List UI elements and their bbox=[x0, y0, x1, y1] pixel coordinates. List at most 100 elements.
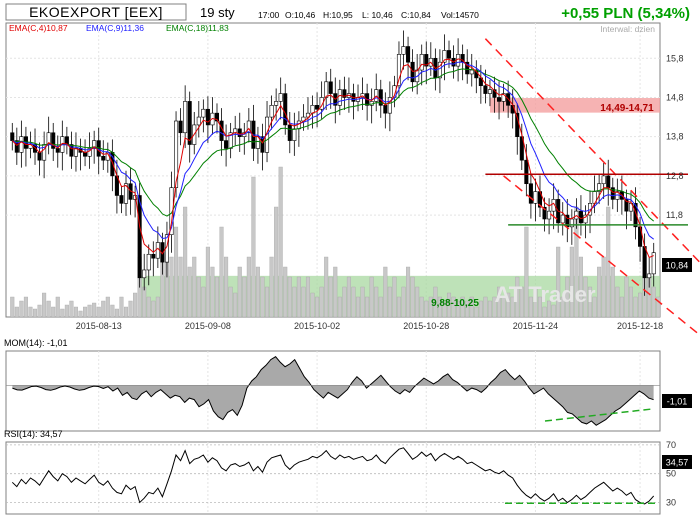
candle-body bbox=[578, 210, 583, 224]
candle-body bbox=[196, 116, 201, 126]
volume-bar bbox=[110, 304, 115, 317]
volume-bar bbox=[387, 286, 392, 317]
volume-bar bbox=[205, 246, 210, 317]
candle-body bbox=[337, 89, 342, 106]
volume-bar bbox=[401, 286, 406, 317]
rsi-tick-label: 70 bbox=[666, 440, 676, 450]
volume-bar bbox=[260, 276, 265, 317]
candle-body bbox=[465, 61, 470, 75]
mom-trend-line bbox=[544, 408, 653, 422]
candle-body bbox=[410, 61, 415, 83]
volume-bar bbox=[64, 304, 69, 317]
volume-bar bbox=[610, 266, 615, 317]
header-open: O:10,46 bbox=[285, 10, 316, 20]
volume-bar bbox=[269, 256, 274, 317]
rsi-value-badge bbox=[662, 455, 692, 469]
volume-bar bbox=[242, 276, 247, 317]
candle-body bbox=[283, 93, 288, 126]
ticker-box bbox=[5, 3, 187, 21]
volume-bar bbox=[542, 306, 547, 317]
candle-body bbox=[442, 50, 447, 63]
volume-bar bbox=[424, 300, 429, 317]
price-change: +0,55 PLN (5,34%) bbox=[561, 5, 690, 22]
price-panel bbox=[5, 22, 661, 318]
volume-bar bbox=[360, 286, 365, 317]
candle-body bbox=[183, 101, 188, 134]
candle-body bbox=[205, 108, 210, 126]
x-tick-label: 2015-12-18 bbox=[617, 321, 663, 331]
volume-bar bbox=[10, 296, 15, 317]
volume-bar bbox=[305, 276, 310, 317]
volume-bar bbox=[292, 286, 297, 317]
volume-bar bbox=[597, 266, 602, 317]
candle-body bbox=[178, 120, 183, 134]
candle-body bbox=[651, 252, 656, 275]
volume-bar bbox=[533, 286, 538, 317]
candle-body bbox=[260, 136, 265, 153]
volume-bar bbox=[469, 296, 474, 317]
volume-bar bbox=[83, 306, 88, 317]
candle-body bbox=[401, 46, 406, 55]
volume-bar bbox=[69, 300, 74, 317]
interval-label: Interwal: dzien bbox=[600, 24, 655, 34]
ema4-line bbox=[11, 58, 654, 259]
candle-body bbox=[42, 144, 47, 161]
volume-bar bbox=[210, 266, 215, 317]
ema9-line bbox=[12, 61, 655, 240]
volume-bar bbox=[378, 296, 383, 317]
candle-body bbox=[387, 97, 392, 114]
rsi-line bbox=[11, 447, 655, 505]
rsi-value: 34,57 bbox=[666, 458, 689, 468]
volume-bar bbox=[437, 296, 442, 317]
candle-body bbox=[123, 183, 129, 204]
volume-bar bbox=[337, 296, 342, 317]
candle-body bbox=[378, 89, 383, 106]
candle-body bbox=[119, 195, 124, 204]
candle-body bbox=[310, 105, 315, 114]
candle-body bbox=[55, 148, 60, 153]
resistance-zone-band bbox=[490, 98, 660, 113]
candle-body bbox=[497, 97, 502, 102]
volume-bar bbox=[105, 296, 110, 317]
y-tick-label: 15,8 bbox=[666, 53, 684, 63]
volume-bar bbox=[383, 266, 388, 317]
candle-body bbox=[560, 214, 565, 224]
volume-bar bbox=[214, 276, 220, 317]
volume-bar bbox=[73, 306, 78, 317]
rsi-panel bbox=[5, 441, 661, 515]
volume-bar bbox=[537, 296, 543, 317]
volume-bar bbox=[392, 276, 397, 317]
volume-bar bbox=[510, 296, 515, 317]
volume-bar bbox=[333, 266, 338, 317]
volume-bar bbox=[78, 310, 83, 317]
resistance-zone-label: 14,49-14,71 bbox=[600, 103, 654, 114]
volume-bar bbox=[328, 276, 333, 317]
candle-body bbox=[342, 89, 347, 98]
volume-bar bbox=[396, 296, 401, 317]
volume-bar bbox=[87, 304, 92, 317]
volume-bar bbox=[19, 300, 24, 317]
volume-bar bbox=[619, 296, 624, 317]
volume-bar bbox=[233, 292, 238, 317]
volume-bar bbox=[296, 276, 301, 317]
candle-body bbox=[469, 69, 474, 75]
rsi-tick-label: 50 bbox=[666, 469, 676, 479]
candle-body bbox=[92, 140, 97, 149]
mom-line bbox=[12, 356, 654, 426]
volume-bar bbox=[487, 300, 492, 317]
volume-bar bbox=[23, 296, 28, 317]
x-tick-label: 2015-09-08 bbox=[185, 321, 231, 331]
last-price-badge bbox=[662, 258, 692, 272]
volume-bar bbox=[661, 293, 665, 317]
volume-bar bbox=[101, 300, 106, 317]
x-tick-label: 2015-11-24 bbox=[513, 321, 558, 331]
candle-body bbox=[142, 269, 147, 279]
y-tick-label: 14,8 bbox=[666, 92, 684, 102]
candle-body bbox=[51, 132, 56, 149]
watermark: AT Trader bbox=[494, 282, 596, 307]
volume-bar bbox=[656, 296, 660, 317]
trend-line bbox=[484, 38, 700, 264]
volume-bar bbox=[624, 276, 629, 317]
ema18-line bbox=[12, 68, 655, 222]
candle-body bbox=[642, 246, 647, 279]
